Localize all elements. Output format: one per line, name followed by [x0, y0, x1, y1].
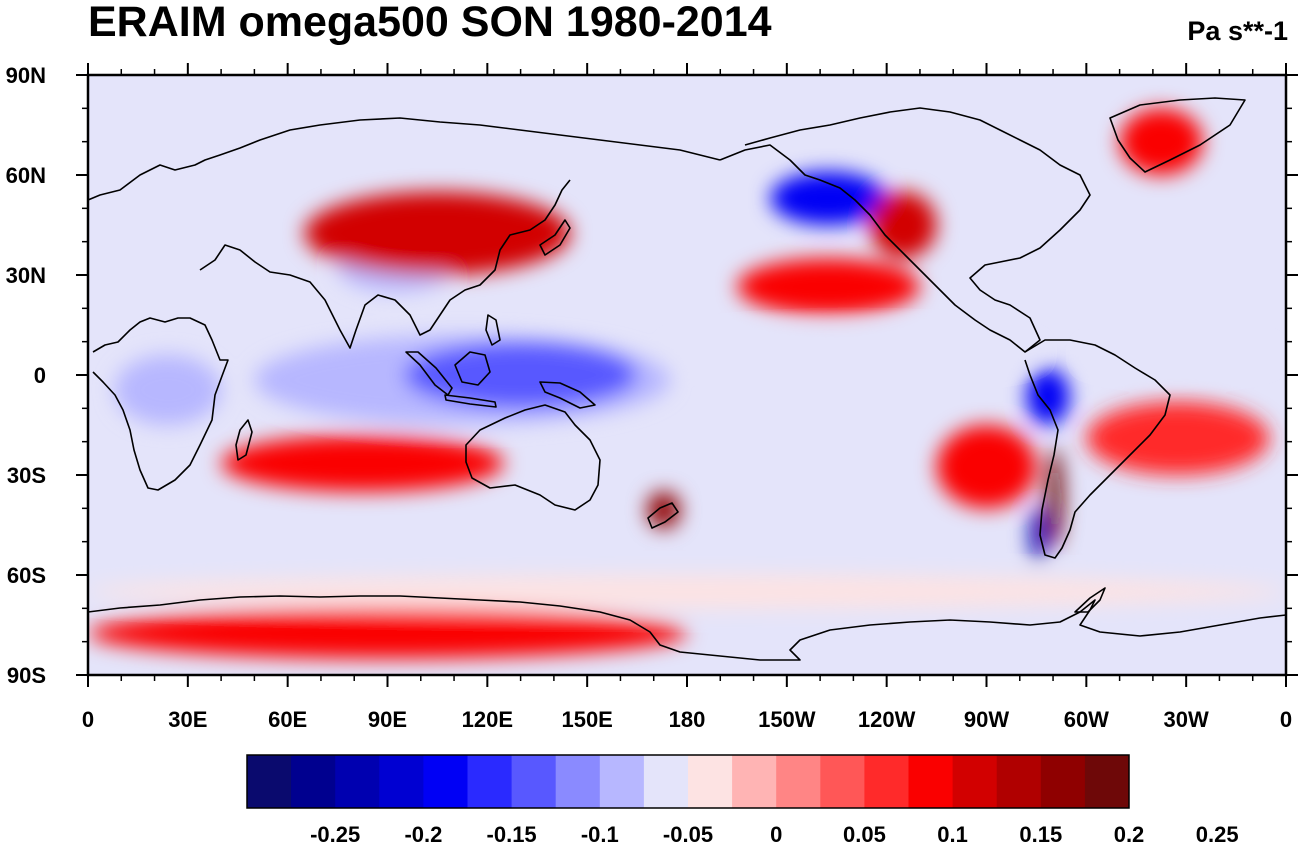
- colorbar-frame: [246, 754, 1130, 809]
- colorbar-swatch: [511, 755, 557, 808]
- coast-madagascar: [235, 419, 253, 461]
- coastlines: [88, 97, 1286, 661]
- colorbar-tick-label: 0.1: [937, 822, 968, 847]
- colorbar-swatch: [1040, 755, 1086, 808]
- colorbar-tick-label: 0.25: [1196, 822, 1239, 847]
- y-tick-label: 60S: [7, 563, 46, 588]
- x-tick-label: 90W: [964, 707, 1009, 732]
- colorbar-tick-label: -0.05: [663, 822, 713, 847]
- colorbar-swatch: [908, 755, 954, 808]
- coast-japan: [539, 219, 571, 256]
- coast-borneo: [454, 351, 491, 386]
- field-region-alaska-coast: [770, 171, 887, 225]
- coast-australia: [465, 404, 601, 511]
- colorbar-swatch: [467, 755, 513, 808]
- y-tick-label: 0: [34, 363, 46, 388]
- colorbar-swatch: [555, 755, 601, 808]
- y-tick-label: 30S: [7, 463, 46, 488]
- colorbar-swatch: [335, 755, 380, 808]
- x-tick-label: 150E: [561, 707, 612, 732]
- colorbar-swatch: [776, 755, 821, 808]
- field-region-central-asia-subsidence: [304, 191, 571, 275]
- x-tick-label: 60E: [268, 707, 307, 732]
- colorbar: -0.25 -0.2 -0.15 -0.1 -0.05 0 0.05 0.1 0.15 0.2 0.…: [246, 754, 1239, 847]
- omega-field: [88, 75, 1286, 675]
- colorbar-tick-label: -0.2: [404, 822, 442, 847]
- field-region-ITCZ-atlantic: [1086, 341, 1270, 369]
- x-tick-label: 30E: [168, 707, 207, 732]
- colorbar-swatch: [1084, 755, 1130, 808]
- coast-greenland: [1109, 97, 1246, 173]
- coast-new-guinea: [539, 381, 596, 409]
- y-tick-label: 30N: [6, 263, 46, 288]
- field-region-south-pacific-subsidence: [936, 425, 1037, 509]
- x-tick-label: 0: [82, 707, 94, 732]
- colorbar-tick-label: 0.2: [1114, 822, 1145, 847]
- colorbar-tick-label: -0.25: [310, 822, 360, 847]
- colorbar-swatch: [864, 755, 909, 808]
- colorbar-swatch: [688, 755, 733, 808]
- colorbar-swatch: [996, 755, 1042, 808]
- x-tick-label: 120W: [858, 707, 916, 732]
- field-region-new-zealand-lee: [647, 491, 681, 529]
- colorbar-swatch: [599, 755, 645, 808]
- field-region-north-pacific-subsidence: [736, 258, 920, 315]
- colorbar-tick-label: 0.15: [1019, 822, 1062, 847]
- x-tick-label: 90E: [368, 707, 407, 732]
- x-tick-label: 30W: [1164, 707, 1209, 732]
- coast-africa: [92, 317, 229, 491]
- coast-antarctica: [88, 595, 1286, 661]
- field-region-maritime-continent: [404, 341, 638, 409]
- field-region-south-atlantic-subsidence: [1086, 401, 1270, 476]
- coast-europe-asia: [88, 117, 721, 201]
- field-region-central-africa: [114, 355, 222, 425]
- field-region-rockies-lee: [870, 191, 937, 259]
- colorbar-swatch: [291, 755, 336, 808]
- field-region-antarctic-coast: [88, 608, 687, 659]
- x-tick-label: 60W: [1064, 707, 1109, 732]
- x-tick-label: 120E: [462, 707, 513, 732]
- map-axes: 90N 60N 30N 0 30S 60S 90S 0 30E 60E 90E 120E 150E 180…: [6, 63, 1298, 732]
- colorbar-tick-label: 0: [770, 822, 782, 847]
- colorbar-swatch: [379, 755, 424, 808]
- field-region-southern-ocean-storm-track: [88, 575, 1286, 609]
- coast-sumatra: [405, 351, 453, 396]
- y-tick-label: 90N: [6, 63, 46, 88]
- colorbar-swatch: [820, 755, 865, 808]
- x-tick-label: 180: [669, 707, 706, 732]
- coast-new-zealand: [647, 502, 679, 529]
- colorbar-tick-label: 0.05: [843, 822, 886, 847]
- colorbar-tick-label: -0.15: [487, 822, 537, 847]
- x-tick-label: 150W: [758, 707, 816, 732]
- y-tick-label: 60N: [6, 163, 46, 188]
- field-region-ITCZ-pacific: [670, 331, 1037, 372]
- coast-antarctic-peninsula: [1074, 587, 1106, 613]
- field-region-south-indian-subsidence: [221, 435, 504, 492]
- colorbar-swatch: [247, 755, 292, 808]
- x-tick-label: 0: [1280, 707, 1292, 732]
- y-tick-label: 90S: [7, 663, 46, 688]
- map-title: ERAIM omega500 SON 1980-2014: [88, 0, 772, 46]
- colorbar-swatch: [643, 755, 689, 808]
- colorbar-tick-label: -0.1: [581, 822, 619, 847]
- field-region-andes-east-convection: [1026, 368, 1070, 425]
- field-region-southern-chile-windward: [1029, 508, 1047, 562]
- colorbar-swatch: [732, 755, 777, 808]
- coast-south-america: [1024, 339, 1171, 559]
- colorbar-swatch: [423, 755, 468, 808]
- units-label: Pa s**-1: [1187, 16, 1288, 46]
- colorbar-swatch: [952, 755, 998, 808]
- coast-north-america: [719, 107, 1091, 353]
- field-region-greenland: [1119, 108, 1203, 175]
- coast-java: [444, 394, 497, 408]
- field-region-southern-andes-lee: [1046, 448, 1064, 549]
- coast-philippines: [485, 314, 501, 346]
- coast-south-asia: [199, 179, 571, 349]
